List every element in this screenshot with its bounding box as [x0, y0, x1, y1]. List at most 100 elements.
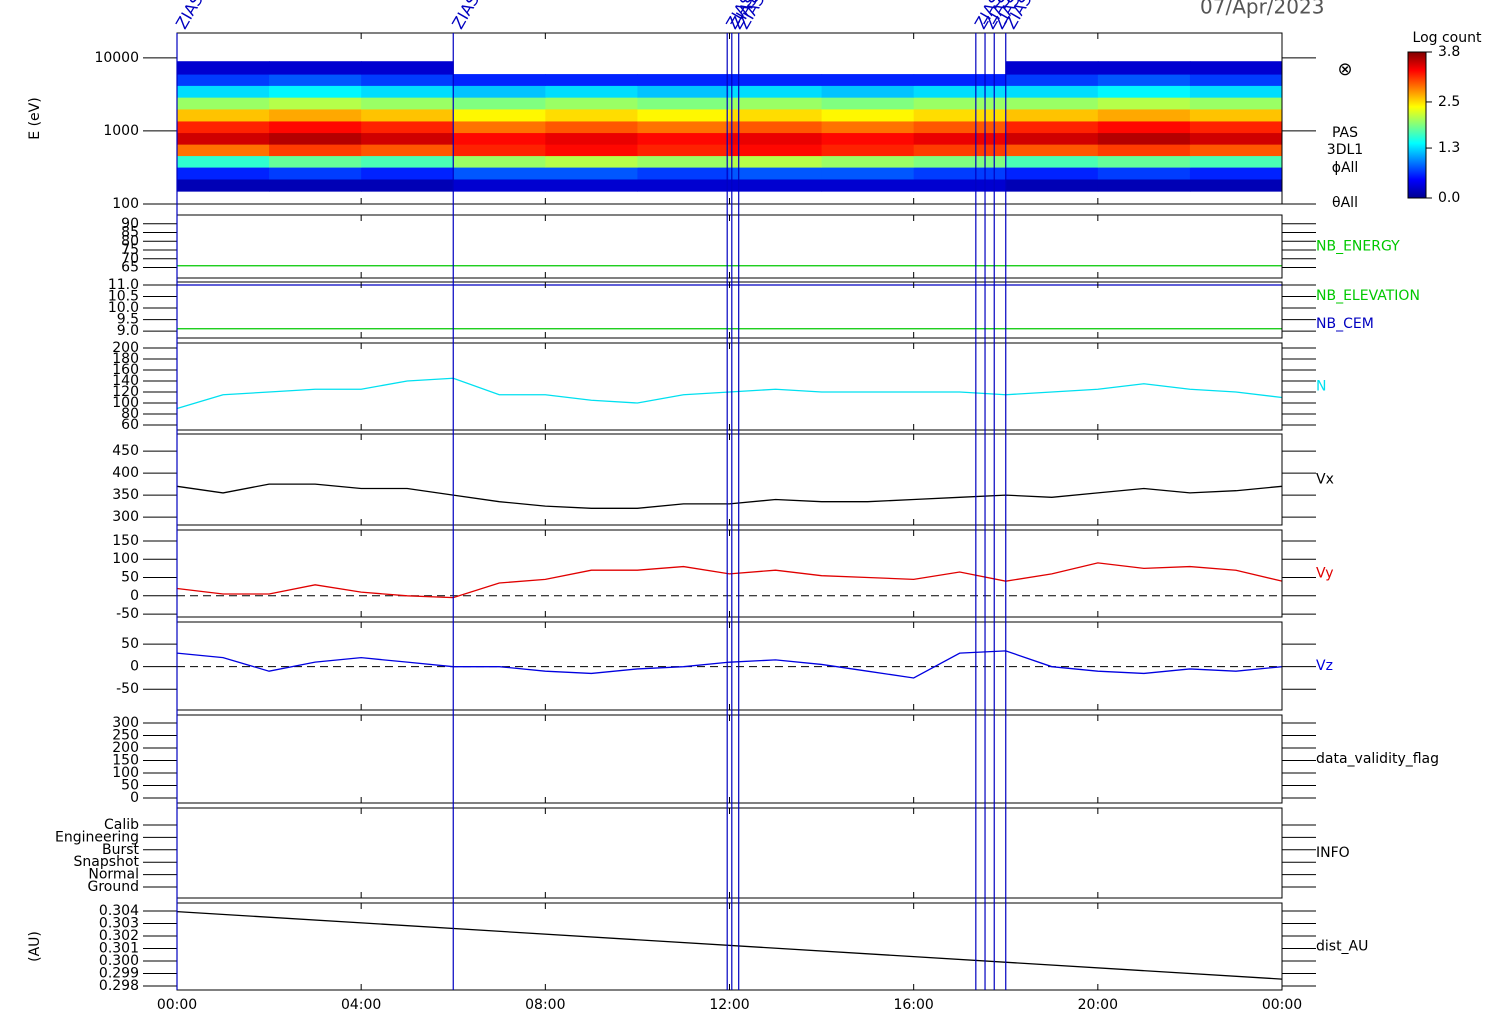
date-title: 07/Apr/2023	[1200, 0, 1324, 19]
series-line	[176, 377, 1283, 410]
heat-cell	[1005, 167, 1099, 180]
heat-cell	[453, 167, 546, 180]
heat-cell	[821, 155, 915, 168]
heat-cell	[545, 167, 638, 180]
heat-cell	[269, 85, 362, 98]
series-line	[176, 910, 1283, 980]
heat-cell	[269, 178, 362, 192]
series-label: N	[1316, 379, 1326, 395]
y-tick-label: 11.0	[108, 277, 139, 293]
heat-cell	[545, 74, 638, 86]
heat-cell	[821, 132, 915, 145]
heat-cell	[1005, 144, 1099, 157]
instrument-symbol: ⊗	[1337, 59, 1352, 80]
heat-cell	[913, 97, 1007, 110]
panel-frame	[176, 902, 1283, 991]
y-category-label: Ground	[88, 879, 140, 895]
y-tick-label: 50	[121, 778, 139, 794]
heat-cell	[1097, 120, 1191, 134]
series-label: NB_ELEVATION	[1316, 288, 1420, 304]
heat-cell	[637, 178, 730, 192]
heat-cell	[729, 144, 823, 157]
heat-cell	[453, 85, 546, 98]
colorbar-tick-label: 1.3	[1438, 140, 1460, 156]
heat-cell	[453, 74, 546, 86]
heat-cell	[361, 97, 454, 110]
colorbar-tick-label: 0.0	[1438, 190, 1460, 206]
heat-cell	[1097, 97, 1191, 110]
heat-cell	[453, 97, 546, 110]
heat-cell	[269, 120, 362, 134]
y-tick-label: 400	[112, 465, 139, 481]
heat-cell	[177, 85, 270, 98]
heat-cell	[637, 74, 730, 86]
instrument-label: PAS	[1332, 125, 1358, 141]
heat-cell	[1097, 132, 1191, 145]
heat-cell	[545, 144, 638, 157]
y-tick-label: 0.299	[99, 966, 139, 982]
heat-cell	[1097, 61, 1191, 75]
y-tick-label: 100	[112, 765, 139, 781]
heat-cell	[637, 167, 730, 180]
heat-cell	[637, 97, 730, 110]
y-tick-label: 300	[112, 715, 139, 731]
y-tick-label: -50	[116, 681, 139, 697]
y-tick-label: 0.303	[99, 916, 139, 932]
series-line	[176, 650, 1283, 679]
y-tick-label: 100	[112, 551, 139, 567]
y-tick-label: 65	[121, 260, 139, 276]
y-tick-label: 100	[112, 196, 139, 212]
y-tick-label: 85	[121, 225, 139, 241]
heat-cell	[1189, 155, 1283, 168]
heat-cell	[177, 144, 270, 157]
heat-cell	[1189, 74, 1283, 86]
heat-cell	[729, 155, 823, 168]
heat-cell	[1097, 167, 1191, 180]
heat-cell	[637, 132, 730, 145]
heat-cell	[361, 155, 454, 168]
y-tick-label: 150	[112, 753, 139, 769]
heat-cell	[1189, 132, 1283, 145]
heat-cell	[177, 155, 270, 168]
panel-label: data_validity_flag	[1316, 751, 1439, 767]
heat-cell	[361, 132, 454, 145]
heat-cell	[1097, 108, 1191, 122]
heat-cell	[177, 108, 270, 122]
y-tick-label: 10.0	[108, 300, 139, 316]
heat-cell	[545, 155, 638, 168]
heat-cell	[913, 132, 1007, 145]
x-tick-label: 04:00	[341, 997, 381, 1013]
y-tick-label: 10000	[94, 50, 139, 66]
y-tick-label: 250	[112, 728, 139, 744]
y-tick-label: 80	[121, 406, 139, 422]
heat-cell	[361, 144, 454, 157]
panel-label: INFO	[1316, 845, 1350, 861]
heat-cell	[453, 108, 546, 122]
heat-cell	[913, 167, 1007, 180]
heat-cell	[1005, 120, 1099, 134]
heat-cell	[1189, 120, 1283, 134]
heat-cell	[637, 144, 730, 157]
heat-cell	[1189, 97, 1283, 110]
heat-cell	[913, 144, 1007, 157]
heat-cell	[821, 144, 915, 157]
heat-cell	[453, 155, 546, 168]
heat-cell	[1097, 144, 1191, 157]
series-label: Vz	[1316, 658, 1333, 674]
y-category-label: Calib	[104, 817, 139, 833]
heat-cell	[637, 85, 730, 98]
heat-cell	[545, 85, 638, 98]
x-tick-label: 00:00	[157, 997, 197, 1013]
heat-cell	[269, 74, 362, 86]
y-tick-label: 140	[112, 373, 139, 389]
colorbar-tick-label: 3.8	[1438, 44, 1460, 60]
heat-cell	[269, 144, 362, 157]
heat-cell	[453, 120, 546, 134]
colorbar-title: Log count	[1413, 30, 1482, 46]
series-label: Vy	[1316, 566, 1334, 582]
heat-cell	[177, 178, 270, 192]
heat-cell	[1189, 167, 1283, 180]
y-tick-label: 100	[112, 395, 139, 411]
instrument-label: ϕAll	[1332, 160, 1359, 176]
heat-cell	[913, 85, 1007, 98]
